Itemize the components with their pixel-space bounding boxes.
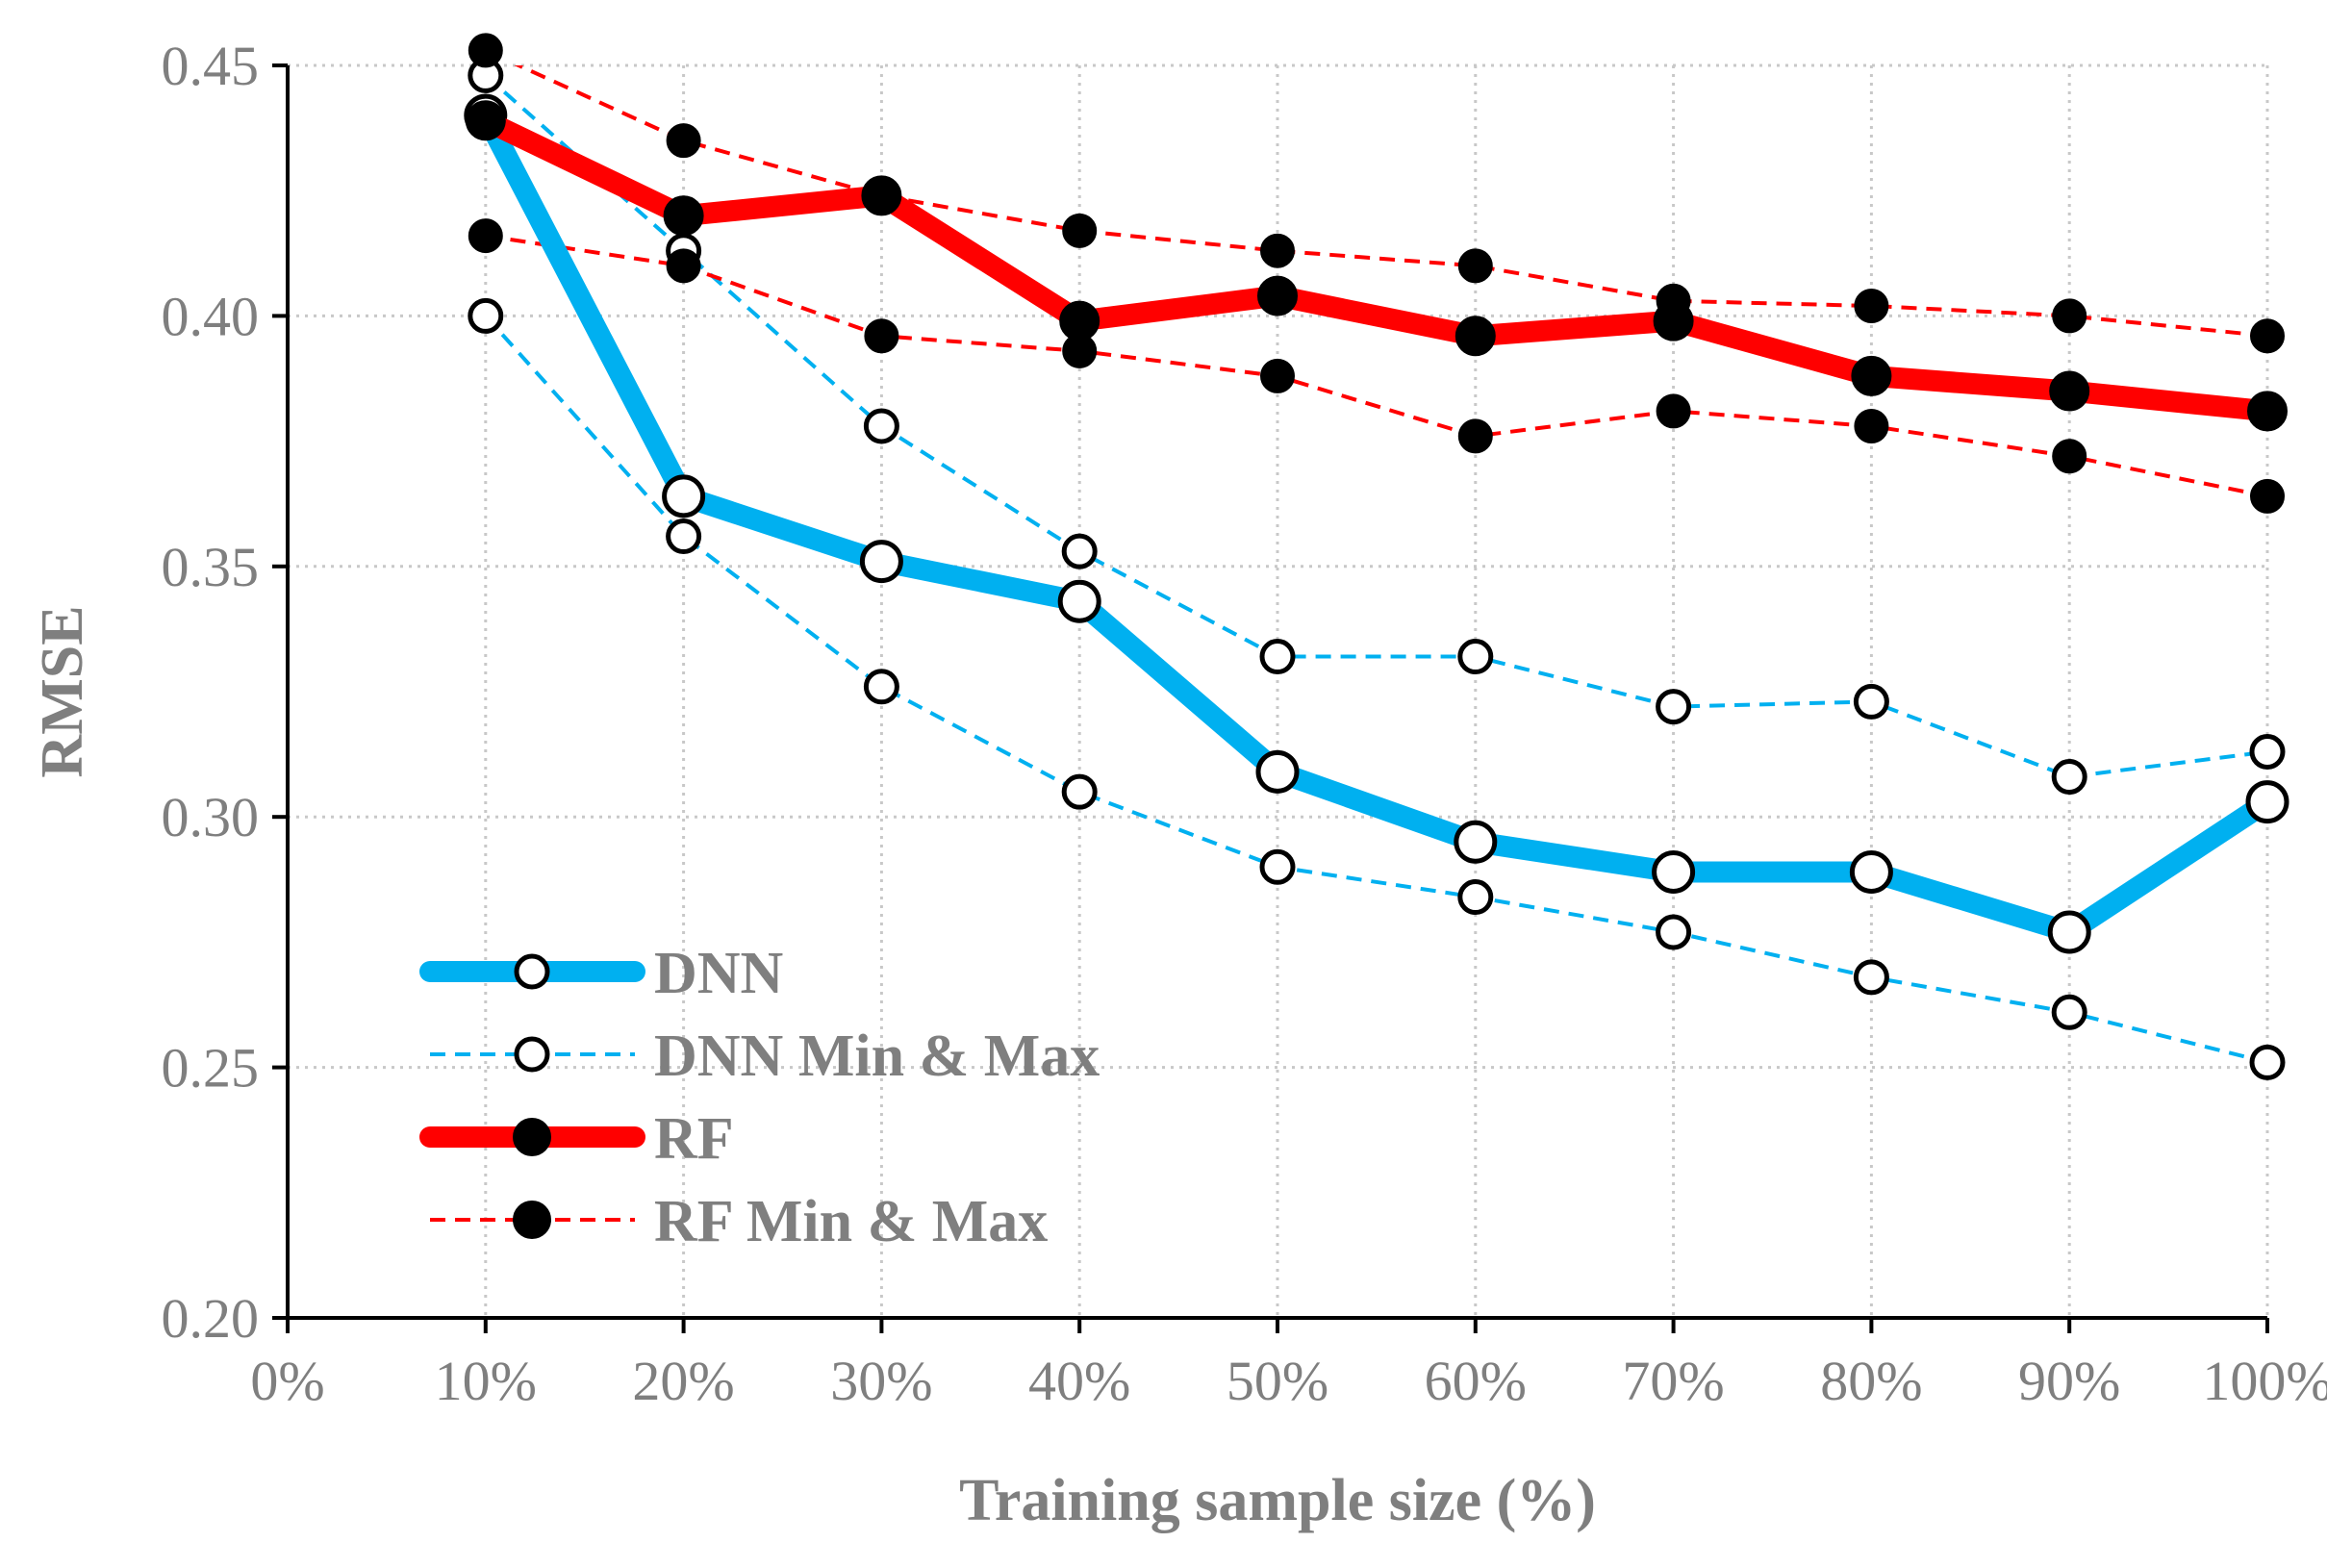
dnn-min-max-min-point [1061,773,1098,810]
dnn-min-max-max-point [2051,759,2087,796]
rf-point [663,195,704,237]
y-tick-label: 0.30 [162,786,260,848]
rf-point [1257,275,1298,316]
rf-min-max-min-point [2052,439,2087,474]
dnn-min-max-min-point [2249,1044,2286,1080]
rf-point [2049,370,2090,412]
x-tick-label: 60% [1425,1350,1527,1412]
legend-marker-dnn [514,953,550,990]
rf-point [1059,300,1100,341]
legend-label-rf: RF [654,1106,734,1172]
legend-marker-dnn-min-max [514,1036,550,1073]
y-tick-label: 0.45 [162,35,260,97]
legend-marker-rf-min-max [513,1201,551,1239]
x-tick-label: 40% [1028,1350,1130,1412]
x-tick-label: 90% [2018,1350,2120,1412]
x-axis-title: Training sample size (%) [959,1468,1596,1533]
dnn-min-max-min-point [666,518,702,555]
dnn-point [859,540,903,584]
rf-min-max-min-point [1854,408,1889,443]
rf-min-max-max-point [1062,213,1098,248]
rf-min-max-max-point [666,123,701,159]
dnn-point [1057,579,1101,623]
rf-point [1653,300,1694,341]
dnn-min-max-min-point [863,669,899,705]
x-tick-label: 20% [632,1350,734,1412]
dnn-point [2047,910,2091,954]
x-tick-label: 70% [1622,1350,1724,1412]
rf-min-max-min-point [666,248,701,284]
rf-min-max-max-line [514,65,2267,339]
y-axis-title: RMSE [30,605,95,777]
dnn-min-max-max-point [1259,639,1296,675]
x-tick-label: 50% [1227,1350,1328,1412]
rf-min-max-min-line [485,234,2267,498]
dnn-min-max-min-point [1853,959,1889,996]
rf-min-max-max-point [468,33,503,68]
y-tick-label: 0.20 [162,1287,260,1350]
rf-min-max-min-point [1457,418,1493,454]
legend: DNN DNN Min & Max RF RF Min & Max [419,941,1100,1254]
x-tick-label: 0% [250,1350,324,1412]
rf-point [1851,355,1892,396]
legend-marker-rf [513,1118,551,1156]
dnn-point [1255,749,1300,794]
rf-min-max-min-point [2250,478,2285,514]
rf-point [2247,391,2288,432]
series [464,33,2289,1080]
dnn-min-max-min-point [468,297,504,334]
x-tick-label: 30% [830,1350,932,1412]
axes [272,63,2269,1333]
dnn-point [1454,820,1498,864]
dnn-point [1652,849,1696,894]
dnn-point [1849,849,1893,894]
dnn-min-max-max-point [1061,533,1098,569]
dnn-min-max-max-point [2249,733,2286,770]
dnn-min-max-max-line [484,73,2267,779]
rf-min-max-min-point [468,218,503,254]
rf-min-max-max-point [1457,248,1493,284]
dnn-min-max-min-point [1259,848,1296,885]
legend-label-dnn: DNN [654,941,783,1006]
dnn-min-max-max-point [1656,689,1692,725]
rf-min-max-min-point [1260,358,1295,393]
rf-min-max-min-point [1656,393,1691,429]
dnn-min-max-max-point [863,408,899,444]
tick-labels: 0.20 0.25 0.30 0.35 0.40 0.45 0% 10% 20% 30% 40% 50… [162,35,2327,1412]
dnn-min-max-min-point [1457,879,1494,916]
rf-min-max-max-point [2052,298,2087,334]
dnn-point [662,474,706,518]
y-tick-label: 0.40 [162,285,260,347]
rf-min-max-max-point [1260,233,1295,268]
dnn-min-max-min-line [484,315,2267,1065]
x-tick-label: 10% [435,1350,537,1412]
dnn-min-max-min-point [1656,914,1692,950]
rf-line [474,110,2278,422]
rf-point [861,175,902,216]
legend-label-rf-min-max: RF Min & Max [654,1189,1048,1254]
rf-point [465,100,506,141]
rf-min-max-max-point [2250,318,2285,354]
dnn-min-max-max-point [1457,639,1494,675]
x-tick-label: 80% [1820,1350,1922,1412]
dnn-line [474,105,2278,943]
dnn-point [2245,780,2289,824]
rf-min-max-max-point [1854,288,1889,323]
rf-min-max-min-point [864,318,899,354]
y-tick-label: 0.25 [162,1037,260,1100]
rf-point [1454,316,1496,357]
dnn-min-max-max-point [1853,683,1889,720]
x-tick-label: 100% [2202,1350,2327,1412]
y-tick-label: 0.35 [162,536,260,598]
dnn-min-max-min-point [2051,994,2087,1030]
legend-label-dnn-min-max: DNN Min & Max [654,1024,1100,1089]
